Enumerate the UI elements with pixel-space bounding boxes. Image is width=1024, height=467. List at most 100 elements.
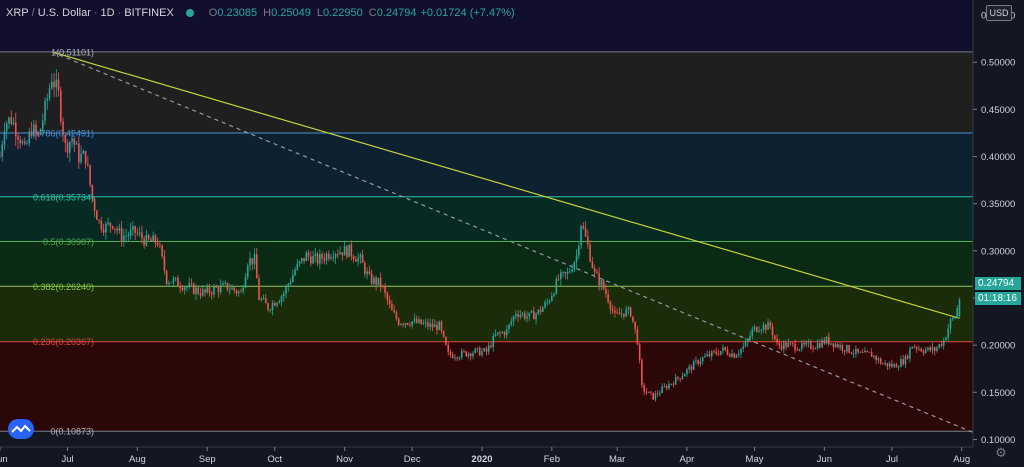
- candle-body: [825, 336, 828, 344]
- candle-body: [269, 309, 272, 311]
- candle-body: [201, 289, 204, 296]
- candle-body: [323, 258, 326, 261]
- candle-body: [841, 344, 844, 351]
- candle-body: [370, 273, 373, 284]
- candle-body: [623, 313, 625, 317]
- candle-body: [244, 277, 247, 288]
- trendline-solid: [51, 51, 960, 319]
- candle-body: [62, 121, 64, 136]
- candle-body: [307, 252, 310, 257]
- candle-body: [411, 321, 413, 326]
- candle-body: [75, 143, 78, 145]
- candle-body: [188, 283, 190, 287]
- candle-body: [161, 245, 163, 257]
- candle-body: [654, 393, 657, 400]
- candle-body: [123, 235, 125, 242]
- candle-body: [449, 351, 452, 355]
- candle-body: [233, 287, 236, 291]
- candle-body: [451, 354, 454, 358]
- candle-body: [882, 363, 884, 365]
- time-tick-label: Aug: [129, 454, 146, 465]
- candle-body: [591, 261, 594, 268]
- candle-body: [634, 321, 636, 330]
- candle-body: [956, 308, 959, 318]
- candle-body: [787, 342, 790, 348]
- candle-body: [145, 234, 148, 246]
- high-label: H: [263, 7, 272, 19]
- candle-body: [373, 277, 375, 284]
- candle-body: [388, 300, 391, 304]
- candle-body: [708, 354, 711, 357]
- candle-body: [600, 280, 603, 286]
- candle-body: [629, 307, 632, 317]
- candle-body: [69, 141, 71, 153]
- candle-body: [778, 342, 781, 346]
- candle-body: [213, 286, 215, 295]
- fib-band: [0, 51, 973, 134]
- candle-body: [357, 257, 359, 262]
- candle-body: [715, 351, 718, 354]
- candle-body: [231, 287, 233, 290]
- candle-body: [251, 258, 254, 265]
- candle-body: [679, 378, 681, 380]
- candle-body: [879, 358, 882, 364]
- candle-body: [37, 132, 40, 135]
- logo-wave-icon: [11, 424, 31, 433]
- candle-body: [87, 163, 89, 166]
- candle-body: [875, 355, 877, 361]
- candle-body: [900, 359, 902, 367]
- candle-body: [150, 239, 152, 242]
- candle-body: [589, 244, 591, 262]
- candle-body: [596, 271, 598, 274]
- candle-body: [485, 348, 488, 352]
- candle-body: [798, 349, 801, 351]
- candle-body: [492, 335, 495, 348]
- candle-body: [850, 352, 853, 354]
- symbol-header[interactable]: XRP / U.S. Dollar · 1D · BITFINEX O 0.230…: [6, 5, 515, 21]
- candle-body: [359, 254, 362, 258]
- candle-body: [280, 296, 283, 302]
- candle-body: [292, 274, 294, 282]
- candle-body: [8, 117, 10, 124]
- candle-body: [375, 277, 377, 285]
- time-tick-label: Oct: [267, 454, 282, 465]
- candle-body: [496, 332, 499, 335]
- candle-body: [949, 318, 952, 329]
- candle-body: [116, 228, 118, 231]
- candle-body: [683, 373, 686, 377]
- interval[interactable]: 1D: [100, 7, 115, 19]
- candle-body: [436, 324, 438, 331]
- candle-body: [807, 342, 810, 344]
- candle-body: [904, 355, 907, 365]
- candle-body: [659, 392, 661, 395]
- candle-body: [523, 313, 526, 319]
- candle-body: [954, 317, 956, 319]
- candle-body: [526, 316, 528, 319]
- gear-icon[interactable]: ⚙: [995, 445, 1007, 460]
- candle-body: [208, 287, 211, 294]
- low-value: 0.22950: [322, 7, 363, 19]
- candle-body: [614, 310, 616, 313]
- fib-band: [0, 341, 973, 432]
- candle-body: [505, 329, 508, 336]
- candle-body: [332, 257, 335, 258]
- candle-body: [476, 347, 479, 349]
- candle-body: [636, 329, 639, 345]
- tradingview-logo-icon[interactable]: [8, 419, 34, 439]
- candle-body: [643, 384, 645, 392]
- candle-body: [758, 330, 760, 332]
- currency-button[interactable]: USD: [986, 5, 1012, 21]
- candle-body: [481, 351, 483, 356]
- candle-body: [271, 303, 274, 310]
- candle-body: [186, 286, 188, 288]
- candle-body: [424, 322, 427, 324]
- candle-body: [463, 350, 465, 352]
- candle-body: [746, 339, 749, 343]
- candle-body: [73, 138, 76, 145]
- candle-body: [438, 321, 441, 331]
- candle-body: [796, 350, 799, 351]
- candle-body: [325, 253, 328, 261]
- candle-body: [136, 232, 139, 234]
- candle-body: [422, 323, 425, 325]
